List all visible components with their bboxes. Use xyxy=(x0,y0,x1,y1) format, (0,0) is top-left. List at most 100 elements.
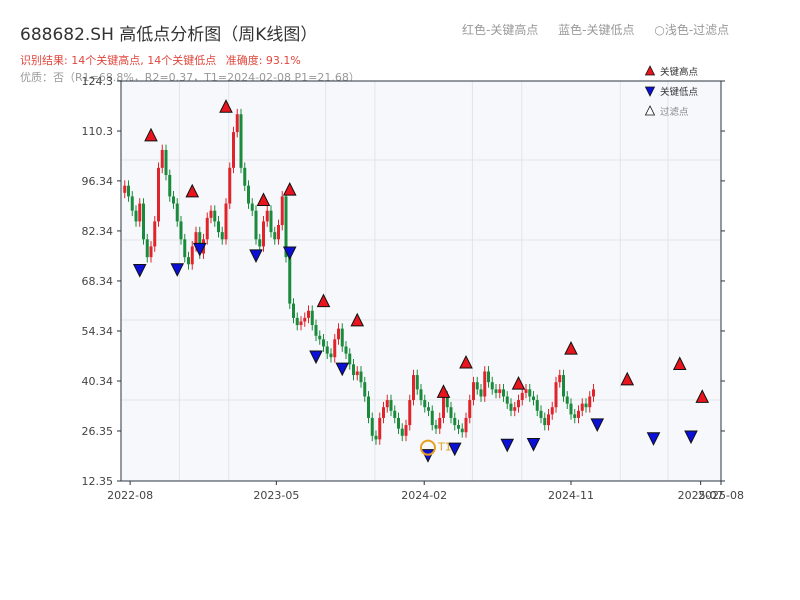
candle-body xyxy=(363,382,367,397)
candle-body xyxy=(468,400,472,418)
plot-background xyxy=(121,81,721,481)
key-high-marker xyxy=(350,312,365,327)
candle-body xyxy=(505,396,509,404)
chart-title: 688682.SH 高低点分析图（周K线图） xyxy=(20,25,318,45)
candle-body xyxy=(228,167,232,204)
candle-body xyxy=(172,196,175,204)
candle-body xyxy=(205,217,209,240)
candle-body xyxy=(415,375,419,390)
key-high-marker xyxy=(620,371,635,386)
key-high-marker xyxy=(695,389,710,403)
key-high-marker xyxy=(511,376,526,390)
legend-high-icon xyxy=(644,65,656,76)
candle-body xyxy=(303,317,307,322)
candle-body xyxy=(284,196,288,258)
candle-body xyxy=(265,210,269,222)
x-tick-label: 2025-08 xyxy=(698,489,744,502)
candle-body xyxy=(220,232,224,240)
key-low-marker xyxy=(249,249,263,263)
candle-body xyxy=(539,410,543,418)
key-high-marker xyxy=(185,183,200,198)
candle-body xyxy=(449,407,453,418)
candle-body xyxy=(397,417,400,429)
candle-body xyxy=(547,414,550,426)
candle-body xyxy=(588,396,592,408)
candle-body xyxy=(374,435,378,440)
candle-body xyxy=(457,425,460,429)
candle-body xyxy=(442,396,445,418)
candle-body xyxy=(325,346,329,354)
candle-body xyxy=(494,389,498,393)
candle-body xyxy=(490,382,494,390)
candle-body xyxy=(385,400,389,408)
candle-body xyxy=(149,246,153,258)
candle-body xyxy=(520,392,524,401)
legend-filtered-label: 过滤点 xyxy=(660,106,689,118)
y-tick-label: 124.3 xyxy=(82,75,114,88)
candle-body xyxy=(543,417,547,426)
candle-body xyxy=(464,417,468,433)
candle-body xyxy=(389,400,393,411)
candle-body xyxy=(329,353,333,358)
accuracy-text: 准确度: 93.1% xyxy=(225,54,301,67)
candle-body xyxy=(322,339,325,347)
y-tick-label: 96.34 xyxy=(82,175,114,188)
candle-body xyxy=(130,196,134,211)
candle-body xyxy=(157,167,160,222)
candle-body xyxy=(517,400,520,408)
candle-body xyxy=(273,232,277,240)
candle-body xyxy=(209,210,213,218)
candle-body xyxy=(378,417,382,440)
x-tick-label: 2025-07 xyxy=(678,489,724,502)
candle-body xyxy=(198,232,202,254)
key-high-marker xyxy=(144,127,158,142)
candle-body xyxy=(445,396,449,408)
candle-body xyxy=(269,210,273,233)
candle-body xyxy=(404,425,408,436)
candle-body xyxy=(584,403,588,408)
candle-body xyxy=(288,257,292,304)
legend-filtered-icon xyxy=(644,105,656,116)
candle-body xyxy=(419,389,423,401)
candle-body xyxy=(367,396,370,418)
candle-body xyxy=(190,246,194,265)
candle-body xyxy=(127,185,130,197)
candle-body xyxy=(352,364,355,376)
candle-body xyxy=(224,203,228,240)
candle-body xyxy=(145,239,149,258)
candle-body xyxy=(183,239,187,258)
candle-body xyxy=(310,310,314,326)
candle-body xyxy=(423,400,427,408)
candle-body xyxy=(217,221,220,233)
key-low-marker xyxy=(447,442,462,457)
candle-body xyxy=(123,185,127,193)
x-tick-label: 2024-11 xyxy=(548,489,594,502)
key-high-marker xyxy=(256,192,271,206)
candle-body xyxy=(393,410,397,418)
candle-body xyxy=(509,403,513,411)
t1-label: T1 xyxy=(437,441,452,454)
key-high-marker xyxy=(564,341,578,355)
candle-body xyxy=(382,407,385,418)
candle-body xyxy=(483,371,487,397)
candle-body xyxy=(502,389,505,397)
x-tick-label: 2024-02 xyxy=(401,489,447,502)
x-tick-label: 2022-08 xyxy=(107,489,153,502)
candle-body xyxy=(337,328,340,340)
candle-body xyxy=(299,321,303,326)
color-legend: 红色-关键高点 蓝色-关键低点 ○浅色-过滤点 xyxy=(462,21,729,38)
candle-body xyxy=(295,317,299,326)
key-high-marker xyxy=(316,293,331,308)
y-tick-label: 110.3 xyxy=(82,125,114,138)
candle-body xyxy=(142,203,145,240)
candle-body xyxy=(258,239,262,247)
candle-body xyxy=(577,410,580,418)
candle-body xyxy=(194,232,198,247)
candle-body xyxy=(528,389,532,397)
candle-body xyxy=(340,328,344,347)
candle-body xyxy=(318,335,322,340)
candle-body xyxy=(359,371,363,383)
candle-body xyxy=(513,407,517,411)
candle-body xyxy=(243,167,247,186)
